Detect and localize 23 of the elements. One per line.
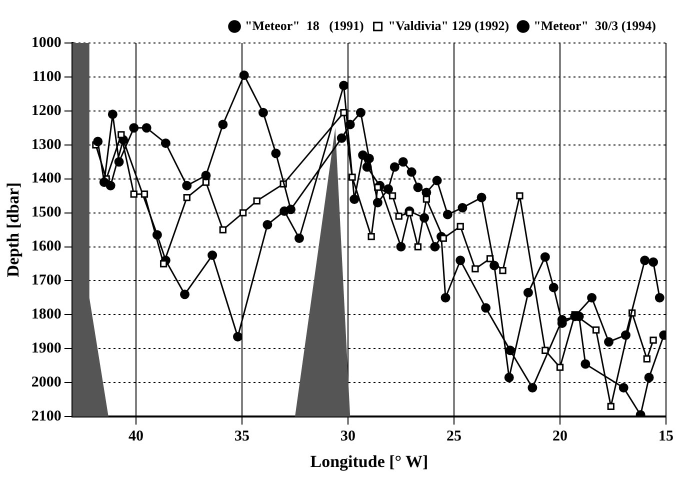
legend-label: "Meteor" 30/3 (1994) bbox=[534, 18, 656, 33]
y-tick-label: 1700 bbox=[31, 272, 62, 289]
y-axis-title: Depth [dbar] bbox=[4, 182, 23, 278]
y-tick-label: 1800 bbox=[31, 306, 62, 323]
x-tick-label: 30 bbox=[340, 428, 356, 444]
x-axis-title: Longitude [° W] bbox=[310, 452, 428, 472]
y-tick-label: 1400 bbox=[31, 170, 62, 187]
y-tick-label: 2000 bbox=[31, 374, 62, 391]
y-tick-label: 1300 bbox=[31, 136, 62, 153]
y-tick-label: 1100 bbox=[32, 68, 62, 85]
x-tick-label: 35 bbox=[234, 428, 250, 444]
x-tick-label: 15 bbox=[658, 428, 674, 444]
y-tick-label: 1600 bbox=[31, 238, 62, 255]
y-tick-label: 1500 bbox=[31, 204, 62, 221]
legend-label: "Meteor" 18 (1991) bbox=[245, 18, 364, 33]
legend-label: "Valdivia" 129 (1992) bbox=[388, 18, 510, 33]
y-tick-label: 2100 bbox=[31, 408, 62, 424]
x-tick-label: 20 bbox=[552, 428, 568, 444]
x-tick-label: 40 bbox=[128, 428, 144, 444]
x-tick-label: 25 bbox=[446, 428, 462, 444]
y-tick-label: 1900 bbox=[31, 340, 62, 357]
y-tick-label: 1200 bbox=[31, 102, 62, 119]
y-tick-label: 1000 bbox=[31, 34, 62, 51]
